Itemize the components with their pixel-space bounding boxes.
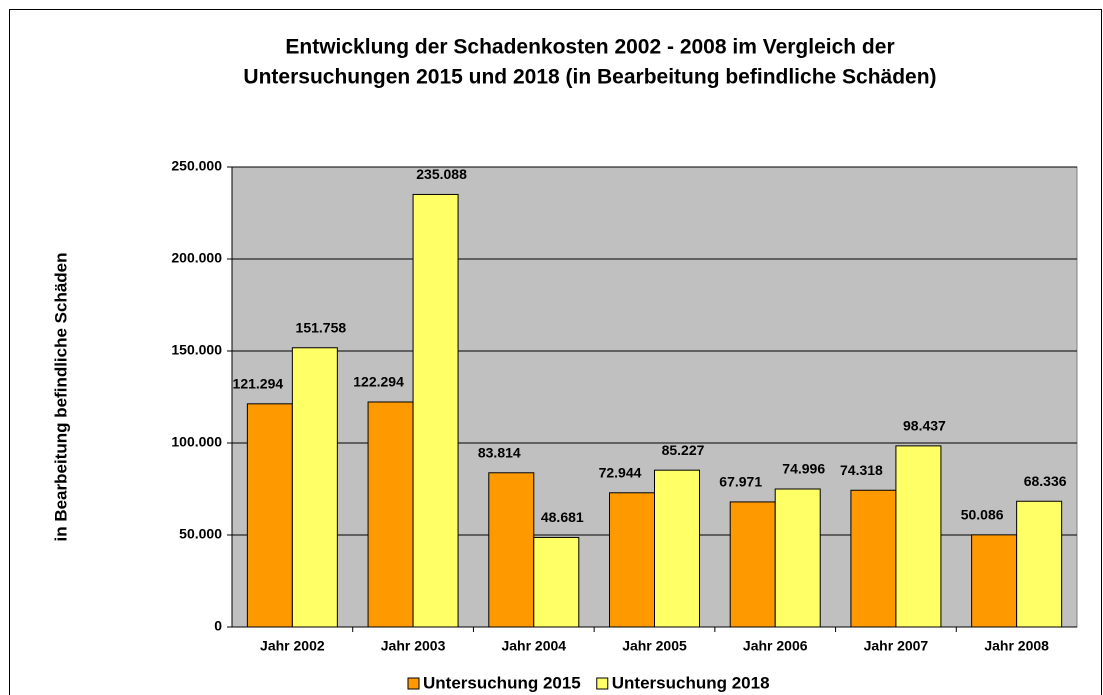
value-label: 121.294 — [233, 376, 284, 392]
value-label: 98.437 — [903, 418, 946, 434]
value-label: 68.336 — [1024, 473, 1067, 489]
bar — [533, 536, 580, 628]
bar — [609, 492, 655, 628]
legend-label: Untersuchung 2015 — [423, 673, 581, 692]
legend-label: Untersuchung 2018 — [612, 673, 770, 692]
value-label: 48.681 — [541, 509, 584, 525]
bar — [246, 403, 293, 628]
x-tick-label: Jahr 2005 — [622, 638, 687, 654]
frame — [9, 9, 1102, 695]
y-tick-label: 50.000 — [179, 526, 222, 542]
value-label: 83.814 — [478, 444, 521, 460]
value-label: 85.227 — [662, 442, 705, 458]
x-tick-label: Jahr 2003 — [381, 638, 446, 654]
value-label: 74.996 — [782, 461, 825, 477]
x-tick-label: Jahr 2006 — [743, 638, 808, 654]
bar — [488, 472, 535, 628]
bar — [1016, 500, 1063, 628]
bar — [654, 469, 700, 628]
chart-title: Untersuchungen 2015 und 2018 (in Bearbei… — [243, 66, 936, 89]
bar — [412, 193, 459, 628]
value-label: 72.944 — [599, 464, 642, 480]
value-label: 50.086 — [961, 507, 1004, 523]
y-axis-label: in Bearbeitung befindliche Schäden — [51, 252, 70, 541]
value-label: 235.088 — [416, 166, 467, 182]
bar — [895, 445, 942, 628]
x-tick-label: Jahr 2004 — [501, 638, 566, 654]
y-tick-label: 250.000 — [171, 158, 222, 174]
value-label: 122.294 — [353, 374, 404, 390]
bar — [850, 489, 897, 628]
legend-swatch — [596, 677, 609, 690]
bar — [291, 347, 338, 628]
x-tick-label: Jahr 2008 — [984, 638, 1049, 654]
y-tick-label: 100.000 — [171, 434, 222, 450]
y-tick-label: 200.000 — [171, 250, 222, 266]
value-label: 151.758 — [296, 319, 347, 335]
x-tick-label: Jahr 2007 — [864, 638, 929, 654]
y-tick-label: 150.000 — [171, 342, 222, 358]
value-label: 74.318 — [840, 462, 883, 478]
y-tick-label: 0 — [214, 618, 222, 634]
bar — [367, 401, 414, 628]
legend-swatch — [407, 677, 420, 690]
value-label: 67.971 — [719, 474, 762, 490]
x-tick-label: Jahr 2002 — [260, 638, 325, 654]
bar — [971, 534, 1018, 628]
chart-title: Entwicklung der Schadenkosten 2002 - 200… — [285, 36, 894, 59]
bar — [774, 488, 821, 628]
bar — [729, 501, 776, 628]
